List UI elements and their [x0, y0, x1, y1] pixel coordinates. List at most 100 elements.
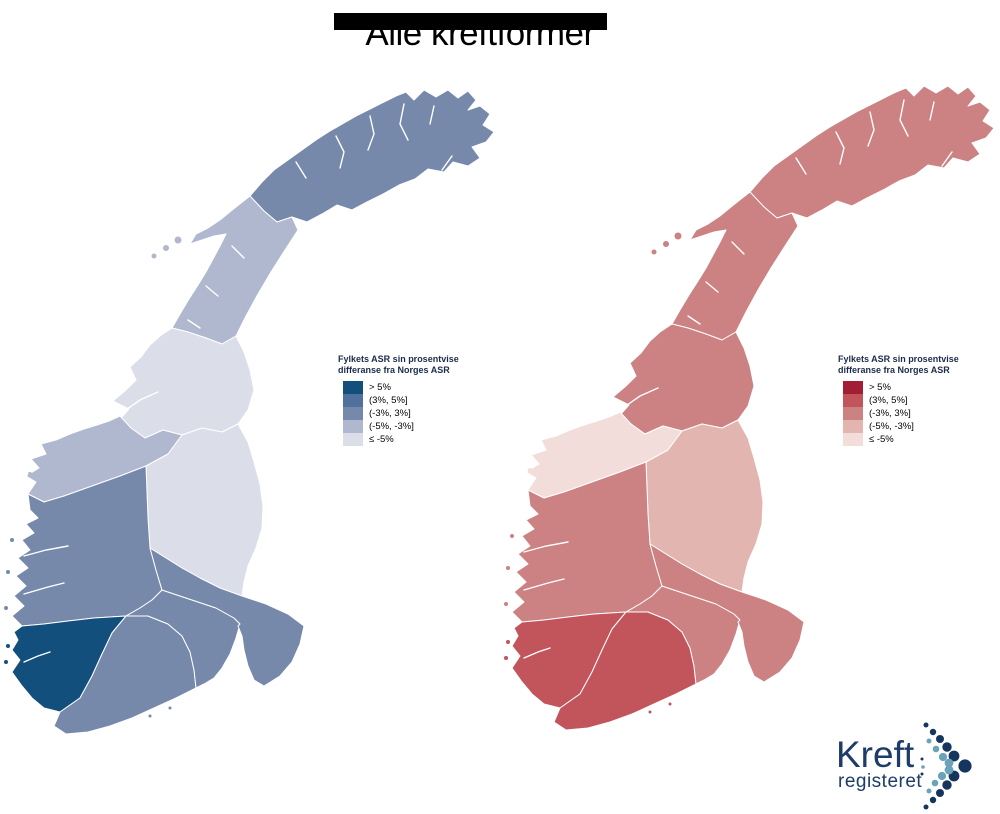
islet-agder — [148, 714, 152, 718]
legend-row: > 5% — [343, 381, 468, 394]
islet-vestland — [4, 606, 8, 610]
arrow-dot-light — [932, 745, 940, 753]
arrow-dot-navy — [929, 728, 937, 736]
fjord-line — [523, 541, 569, 553]
legend-row: (-5%, -3%] — [843, 420, 968, 433]
legend-title-line2: differanse fra Norges ASR — [338, 365, 450, 375]
fjord-line — [687, 315, 701, 325]
islet-rogaland — [4, 660, 8, 664]
arrow-dot-navy — [936, 789, 944, 797]
islet-nordland — [151, 253, 157, 259]
legend-rows: > 5% (3%, 5%] (-3%, 3%] (-5%, -3%] ≤ -5% — [343, 381, 468, 446]
fjord-line — [367, 115, 375, 151]
region-troms_og_finnmark-red — [749, 85, 995, 219]
legend-row: > 5% — [843, 381, 968, 394]
legend-label: > 5% — [369, 382, 391, 393]
arrow-dot-light — [944, 765, 954, 775]
legend-swatch — [843, 433, 863, 446]
legend-label: (3%, 5%] — [869, 395, 908, 406]
legend-swatch — [843, 420, 863, 433]
fjord-line — [899, 99, 909, 137]
fjord-line — [619, 387, 659, 411]
fjord-line — [835, 131, 845, 165]
fjord-line — [441, 155, 453, 171]
legend-label: (-3%, 3%] — [369, 408, 411, 419]
legend-title-line1: Fylkets ASR sin prosentvise — [838, 354, 959, 364]
kreftregisteret-arrow-icon — [913, 720, 987, 814]
islet-vestland — [506, 566, 510, 570]
fjord-line — [231, 245, 245, 259]
arrow-dot-light — [926, 738, 932, 744]
legend-row: (-5%, -3%] — [343, 420, 468, 433]
legend-label: ≤ -5% — [869, 434, 894, 445]
arrow-dots-svg — [920, 722, 972, 810]
legend-swatch — [343, 394, 363, 407]
legend-label: (-3%, 3%] — [869, 408, 911, 419]
fjord-line — [187, 319, 201, 329]
arrow-dot-navy — [923, 804, 929, 810]
islet-nordland — [674, 232, 682, 240]
arrow-dot-navy — [958, 759, 972, 773]
arrow-dot-light — [938, 752, 948, 762]
norway-map-svg-red — [504, 85, 995, 731]
legend-title: Fylkets ASR sin prosentvise differanse f… — [338, 354, 468, 376]
islet-agder — [648, 710, 652, 714]
legend-title-line1: Fylkets ASR sin prosentvise — [338, 354, 459, 364]
fjord-line — [399, 103, 409, 141]
legend-blue: Fylkets ASR sin prosentvise differanse f… — [338, 354, 468, 446]
islet-vestland — [10, 538, 14, 542]
legend-title-line2: differanse fra Norges ASR — [838, 365, 950, 375]
legend-label: (-5%, -3%] — [869, 421, 914, 432]
arrow-dot-light — [921, 765, 925, 769]
legend-label: (-5%, -3%] — [369, 421, 414, 432]
fjord-line — [795, 157, 807, 175]
legend-row: ≤ -5% — [343, 433, 468, 446]
legend-label: ≤ -5% — [369, 434, 394, 445]
fjord-line — [941, 151, 953, 167]
legend-swatch — [343, 381, 363, 394]
islet-more_og_romsdal — [40, 462, 44, 466]
norway-choropleth-red — [500, 74, 1000, 734]
legend-swatch — [343, 433, 363, 446]
legend-rows: > 5% (3%, 5%] (-3%, 3%] (-5%, -3%] ≤ -5% — [843, 381, 968, 446]
arrow-dot-navy — [929, 796, 937, 804]
islet-more_og_romsdal — [528, 468, 532, 472]
legend-row: (3%, 5%] — [343, 394, 468, 407]
kreftregisteret-logo-text: Kreft — [836, 734, 915, 775]
fjord-line — [335, 135, 345, 169]
legend-row: (-3%, 3%] — [843, 407, 968, 420]
fjord-line — [867, 111, 875, 147]
islet-nordland — [174, 236, 182, 244]
islet-vestland — [510, 534, 514, 538]
islet-nordland — [651, 249, 657, 255]
islet-rogaland — [504, 656, 508, 660]
kreftregisteret-logo-subtext: registeret — [838, 771, 923, 792]
region-nordland-red — [671, 191, 799, 341]
redaction-bar — [334, 13, 607, 30]
legend-swatch — [343, 420, 363, 433]
islet-vestland — [6, 570, 10, 574]
legend-row: ≤ -5% — [843, 433, 968, 446]
region-nordland-blue — [171, 195, 299, 345]
islet-agder — [668, 702, 672, 706]
fjord-line — [523, 578, 565, 591]
arrow-dot-light — [944, 758, 954, 768]
arrow-dot-navy — [920, 757, 924, 761]
norway-map-svg-blue — [4, 89, 495, 735]
islet-vestland — [504, 602, 508, 606]
region-trondelag-blue — [112, 327, 255, 439]
islet-nordland — [163, 245, 169, 251]
legend-swatch — [843, 394, 863, 407]
fjord-line — [705, 281, 719, 293]
legend-row: (3%, 5%] — [843, 394, 968, 407]
islet-agder — [168, 706, 172, 710]
region-troms_og_finnmark-blue — [249, 89, 495, 223]
legend-label: > 5% — [869, 382, 891, 393]
fjord-line — [205, 285, 219, 297]
legend-swatch — [843, 407, 863, 420]
fjord-line — [731, 241, 745, 255]
fjord-line — [119, 391, 159, 415]
norway-choropleth-blue — [0, 78, 500, 738]
fjord-line — [23, 651, 51, 663]
legend-title: Fylkets ASR sin prosentvise differanse f… — [838, 354, 968, 376]
